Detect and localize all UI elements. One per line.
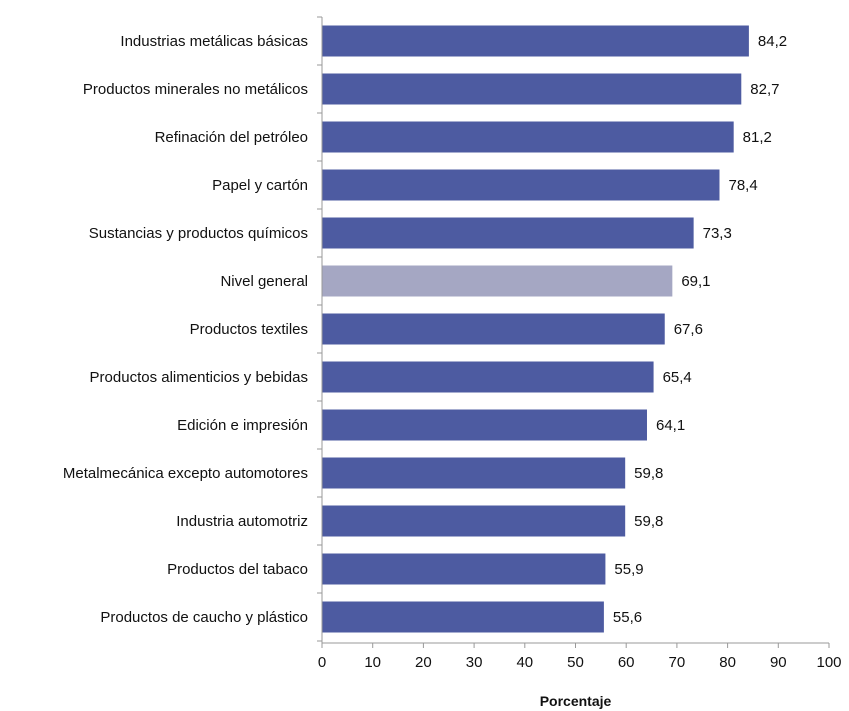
value-label-6: 67,6 bbox=[674, 321, 703, 338]
bar-7 bbox=[322, 361, 654, 393]
category-label-1: Productos minerales no metálicos bbox=[83, 81, 308, 98]
category-label-7: Productos alimenticios y bebidas bbox=[90, 369, 308, 386]
x-tick-label-5: 50 bbox=[567, 654, 584, 671]
category-labels: Industrias metálicas básicas Productos mi… bbox=[63, 33, 308, 626]
bar-11 bbox=[322, 553, 606, 585]
bar-1 bbox=[322, 73, 742, 105]
value-labels: 84,2 82,7 81,2 78,4 73,3 69,1 67,6 65,4 64,1 59,8… bbox=[613, 33, 787, 626]
value-label-3: 78,4 bbox=[728, 177, 757, 194]
bar-6 bbox=[322, 313, 665, 345]
x-tick-label-0: 0 bbox=[318, 654, 326, 671]
value-label-8: 64,1 bbox=[656, 417, 685, 434]
category-label-2: Refinación del petróleo bbox=[155, 129, 308, 146]
x-tick-label-4: 40 bbox=[516, 654, 533, 671]
bar-3 bbox=[322, 169, 720, 201]
x-tick-label-2: 20 bbox=[415, 654, 432, 671]
x-tick-label-3: 30 bbox=[466, 654, 483, 671]
category-label-4: Sustancias y productos químicos bbox=[89, 225, 308, 242]
x-tick-label-1: 10 bbox=[364, 654, 381, 671]
axes bbox=[317, 16, 830, 648]
bars-group bbox=[322, 25, 749, 633]
x-tick-label-10: 100 bbox=[816, 654, 841, 671]
bar-10 bbox=[322, 505, 626, 537]
category-label-9: Metalmecánica excepto automotores bbox=[63, 465, 308, 482]
x-axis-label: Porcentaje bbox=[540, 693, 612, 709]
bar-8 bbox=[322, 409, 647, 441]
value-label-2: 81,2 bbox=[743, 129, 772, 146]
bar-9 bbox=[322, 457, 626, 489]
value-label-10: 59,8 bbox=[634, 513, 663, 530]
category-label-8: Edición e impresión bbox=[177, 417, 308, 434]
category-label-10: Industria automotriz bbox=[176, 513, 308, 530]
category-label-0: Industrias metálicas básicas bbox=[120, 33, 308, 50]
category-label-5: Nivel general bbox=[220, 273, 308, 290]
value-label-9: 59,8 bbox=[634, 465, 663, 482]
category-label-6: Productos textiles bbox=[190, 321, 308, 338]
x-tick-label-7: 70 bbox=[669, 654, 686, 671]
x-tick-label-8: 80 bbox=[719, 654, 736, 671]
bar-2 bbox=[322, 121, 734, 153]
value-label-12: 55,6 bbox=[613, 609, 642, 626]
value-label-7: 65,4 bbox=[663, 369, 692, 386]
category-label-3: Papel y cartón bbox=[212, 177, 308, 194]
value-label-1: 82,7 bbox=[750, 81, 779, 98]
bar-0 bbox=[322, 25, 749, 57]
x-tick-labels: 0 10 20 30 40 50 60 70 80 90 100 bbox=[318, 654, 842, 671]
value-label-4: 73,3 bbox=[703, 225, 732, 242]
bar-4 bbox=[322, 217, 694, 249]
value-label-5: 69,1 bbox=[681, 273, 710, 290]
x-tick-label-6: 60 bbox=[618, 654, 635, 671]
bar-12 bbox=[322, 601, 604, 633]
value-label-11: 55,9 bbox=[614, 561, 643, 578]
category-label-12: Productos de caucho y plástico bbox=[100, 609, 308, 626]
x-tick-label-9: 90 bbox=[770, 654, 787, 671]
category-label-11: Productos del tabaco bbox=[167, 561, 308, 578]
bar-5 bbox=[322, 265, 673, 297]
value-label-0: 84,2 bbox=[758, 33, 787, 50]
